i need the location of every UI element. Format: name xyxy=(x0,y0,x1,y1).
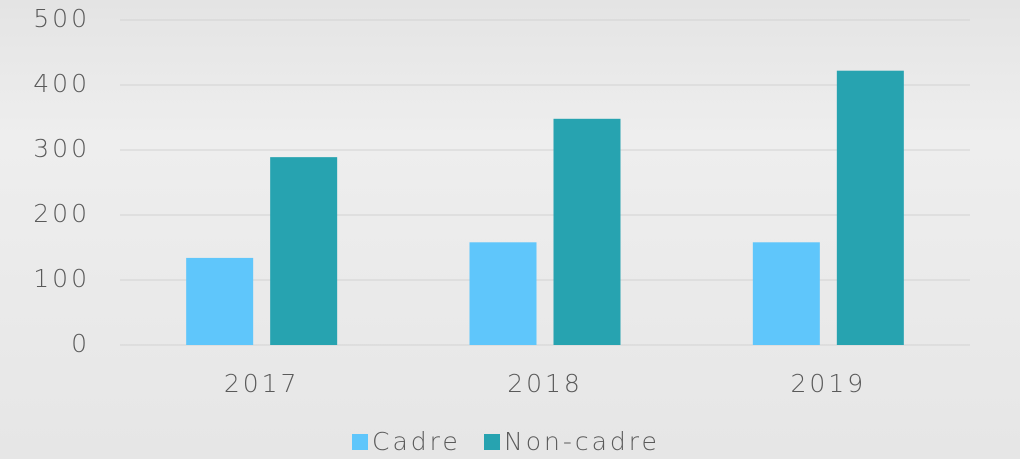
bar xyxy=(553,118,621,345)
legend-swatch xyxy=(484,434,500,450)
bar xyxy=(469,242,537,345)
x-tick-label: 2017 xyxy=(224,369,300,398)
legend-label: Non-cadre xyxy=(504,427,660,456)
x-tick-label: 2018 xyxy=(507,369,583,398)
x-tick-label: 2019 xyxy=(791,369,867,398)
bar xyxy=(752,242,820,345)
y-tick-label: 500 xyxy=(33,4,90,33)
bar xyxy=(836,70,904,345)
y-tick-label: 400 xyxy=(33,69,90,98)
y-tick-label: 0 xyxy=(71,329,90,358)
bar xyxy=(186,257,254,345)
y-tick-label: 100 xyxy=(33,264,90,293)
bar xyxy=(270,157,338,345)
y-tick-label: 200 xyxy=(33,199,90,228)
legend-swatch xyxy=(352,434,368,450)
legend-label: Cadre xyxy=(372,427,461,456)
y-tick-label: 300 xyxy=(33,134,90,163)
